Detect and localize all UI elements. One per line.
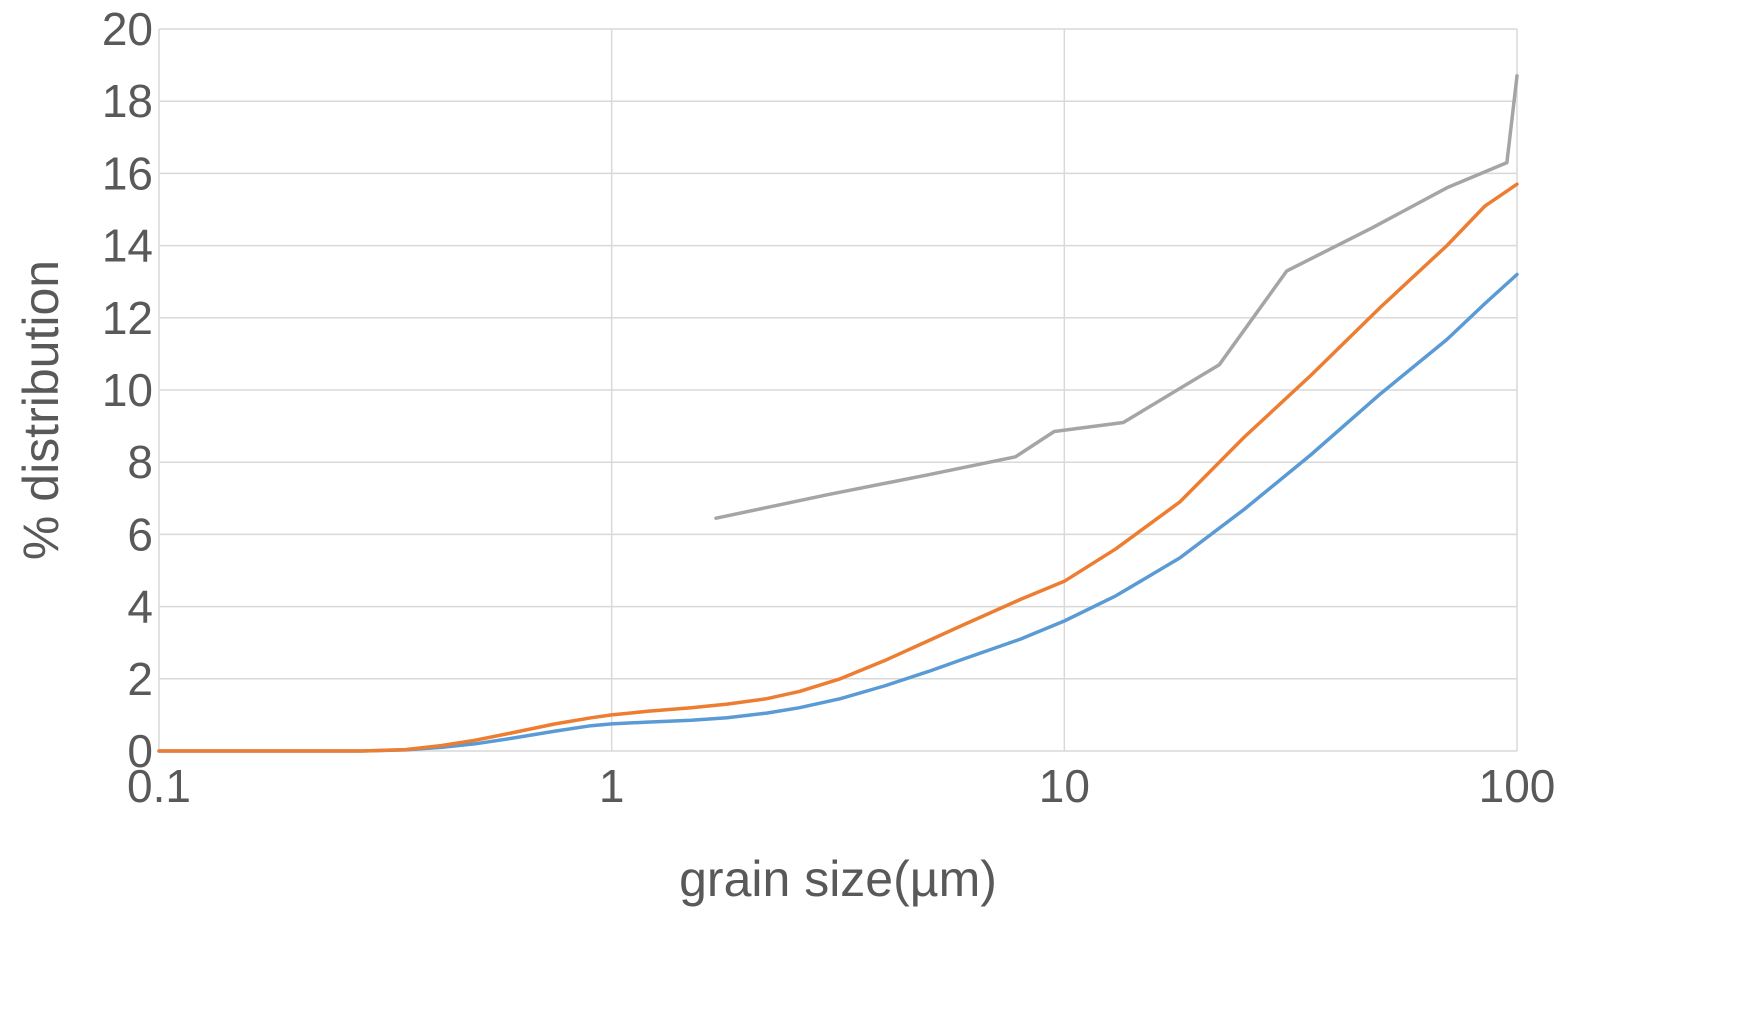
series-line-2	[157, 182, 1519, 753]
y-axis-title: % distribution	[13, 260, 69, 560]
x-axis-tick-labels: 0.1 1 10 100	[127, 760, 1555, 812]
y-tick-label: 6	[127, 508, 153, 560]
series-line-1	[157, 272, 1519, 753]
x-tick-label: 100	[1479, 760, 1556, 812]
x-axis-title: grain size(µm)	[679, 851, 997, 907]
y-tick-label: 10	[102, 364, 153, 416]
x-tick-label: 10	[1039, 760, 1090, 812]
y-axis-tick-labels: 0 2 4 6 8 10 12 14 16 18 20	[102, 3, 153, 777]
y-tick-label: 4	[127, 581, 153, 633]
y-tick-label: 14	[102, 220, 153, 272]
series-line-3	[714, 74, 1519, 520]
y-tick-label: 0	[127, 725, 153, 777]
y-tick-label: 18	[102, 75, 153, 127]
y-tick-label: 12	[102, 292, 153, 344]
x-tick-label: 0.1	[127, 760, 191, 812]
y-tick-label: 8	[127, 436, 153, 488]
x-tick-label: 1	[599, 760, 625, 812]
y-tick-label: 16	[102, 147, 153, 199]
y-tick-label: 20	[102, 3, 153, 55]
gridlines	[158, 28, 1518, 752]
series-lines	[157, 74, 1519, 753]
y-tick-label: 2	[127, 653, 153, 705]
